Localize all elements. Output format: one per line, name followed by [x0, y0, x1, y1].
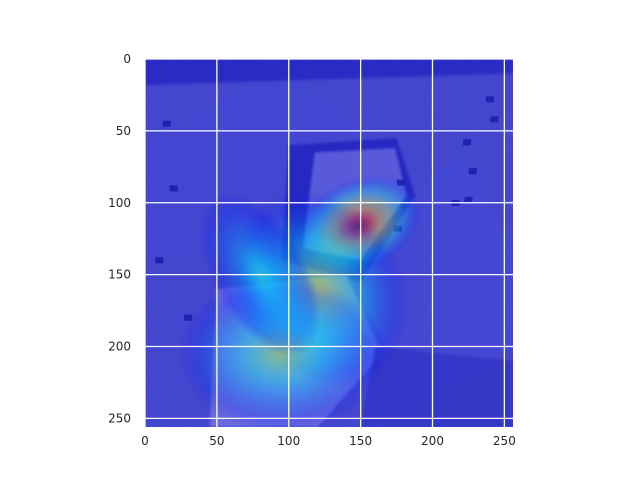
x-axis: 0 50 100 150 200 250	[141, 434, 516, 448]
y-tick-label: 50	[116, 124, 131, 138]
ground-object	[155, 257, 164, 264]
y-tick-label: 150	[108, 268, 131, 282]
ground-object	[486, 96, 494, 103]
ground-object	[468, 168, 477, 175]
x-tick-label: 150	[349, 434, 372, 448]
y-tick-label: 100	[108, 196, 131, 210]
y-tick-label: 250	[108, 411, 131, 425]
x-tick-label: 200	[421, 434, 444, 448]
x-tick-label: 250	[493, 434, 516, 448]
x-tick-label: 50	[209, 434, 224, 448]
x-tick-label: 100	[277, 434, 300, 448]
y-axis: 0 50 100 150 200 250	[108, 52, 131, 425]
ground-object	[169, 185, 178, 192]
heatmap-overlay	[145, 59, 513, 427]
y-tick-label: 0	[123, 52, 131, 66]
ground-object	[162, 120, 171, 127]
ground-object	[463, 139, 471, 146]
plot-area	[145, 59, 513, 427]
ground-object	[464, 196, 473, 203]
y-tick-label: 200	[108, 340, 131, 354]
ground-object	[184, 314, 193, 321]
road-south	[360, 346, 513, 427]
x-tick-label: 0	[141, 434, 149, 448]
grid-lines	[144, 58, 513, 427]
ground-object	[490, 116, 499, 123]
road-north	[145, 59, 513, 85]
